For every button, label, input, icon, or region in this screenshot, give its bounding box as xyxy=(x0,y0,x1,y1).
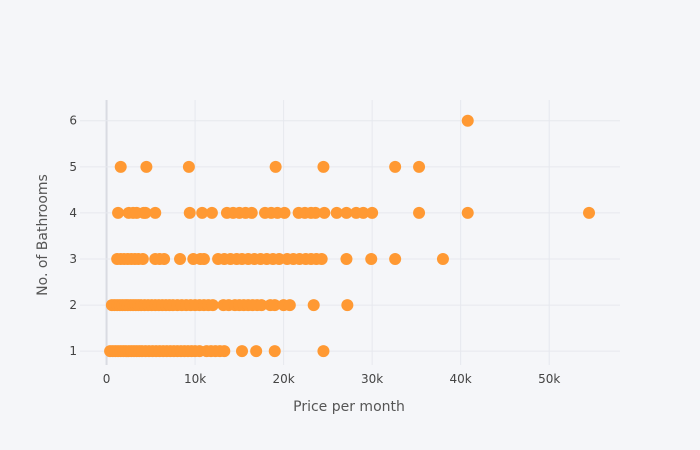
x-tick-label-3: 30k xyxy=(361,372,383,386)
data-point-80 xyxy=(283,299,296,312)
data-point-151 xyxy=(583,206,596,219)
data-point-127 xyxy=(183,206,196,219)
y-tick-label-0: 1 xyxy=(69,344,77,358)
x-tick-label-1: 10k xyxy=(184,372,206,386)
data-point-94 xyxy=(174,253,187,265)
grid-lines xyxy=(80,100,620,365)
x-axis-ticks: 0 10k 20k 30k 40k 50k xyxy=(103,372,561,386)
data-point-145 xyxy=(340,206,353,219)
data-point-97 xyxy=(197,253,210,265)
data-point-158 xyxy=(413,160,426,173)
data-point-117 xyxy=(365,253,378,265)
y-tick-label-4: 5 xyxy=(69,160,77,174)
data-point-125 xyxy=(139,206,152,219)
data-point-129 xyxy=(205,206,218,219)
y-tick-label-3: 4 xyxy=(69,206,77,220)
data-point-37 xyxy=(317,345,330,358)
data-point-35 xyxy=(250,345,263,358)
data-point-115 xyxy=(315,253,328,265)
data-point-36 xyxy=(268,345,281,358)
data-point-120 xyxy=(112,206,125,219)
data-point-152 xyxy=(114,160,127,173)
y-tick-label-1: 2 xyxy=(69,298,77,312)
y-axis-ticks: 1 2 3 4 5 6 xyxy=(69,114,77,358)
x-tick-label-5: 50k xyxy=(538,372,560,386)
data-point-67 xyxy=(206,299,219,312)
data-point-118 xyxy=(389,253,402,265)
data-point-148 xyxy=(366,206,379,219)
data-point-159 xyxy=(461,114,474,127)
data-point-81 xyxy=(307,299,320,312)
data-point-156 xyxy=(317,160,330,173)
data-point-126 xyxy=(149,206,162,219)
data-point-143 xyxy=(318,206,331,219)
data-point-82 xyxy=(341,299,354,312)
data-points xyxy=(104,114,596,358)
data-point-144 xyxy=(330,206,343,219)
y-axis-title: No. of Bathrooms xyxy=(35,174,51,296)
data-point-93 xyxy=(158,253,171,265)
data-point-154 xyxy=(182,160,195,173)
data-point-157 xyxy=(389,160,402,173)
data-point-128 xyxy=(196,206,209,219)
data-point-78 xyxy=(268,299,281,312)
data-point-149 xyxy=(413,206,426,219)
data-point-34 xyxy=(236,345,248,358)
data-point-116 xyxy=(340,253,353,265)
data-point-155 xyxy=(269,160,282,173)
data-point-153 xyxy=(140,160,153,173)
data-point-119 xyxy=(436,253,449,265)
data-point-150 xyxy=(461,206,474,219)
data-point-33 xyxy=(218,345,231,358)
y-tick-label-5: 6 xyxy=(69,114,77,128)
data-point-142 xyxy=(309,206,322,219)
x-tick-label-0: 0 xyxy=(103,372,111,386)
data-point-90 xyxy=(136,253,149,265)
x-tick-label-4: 40k xyxy=(450,372,472,386)
x-axis-title: Price per month xyxy=(293,399,405,415)
data-point-134 xyxy=(245,206,258,219)
y-tick-label-2: 3 xyxy=(69,252,77,266)
x-tick-label-2: 20k xyxy=(272,372,294,386)
data-point-147 xyxy=(357,206,370,219)
data-point-76 xyxy=(255,299,268,312)
data-point-138 xyxy=(278,206,291,219)
